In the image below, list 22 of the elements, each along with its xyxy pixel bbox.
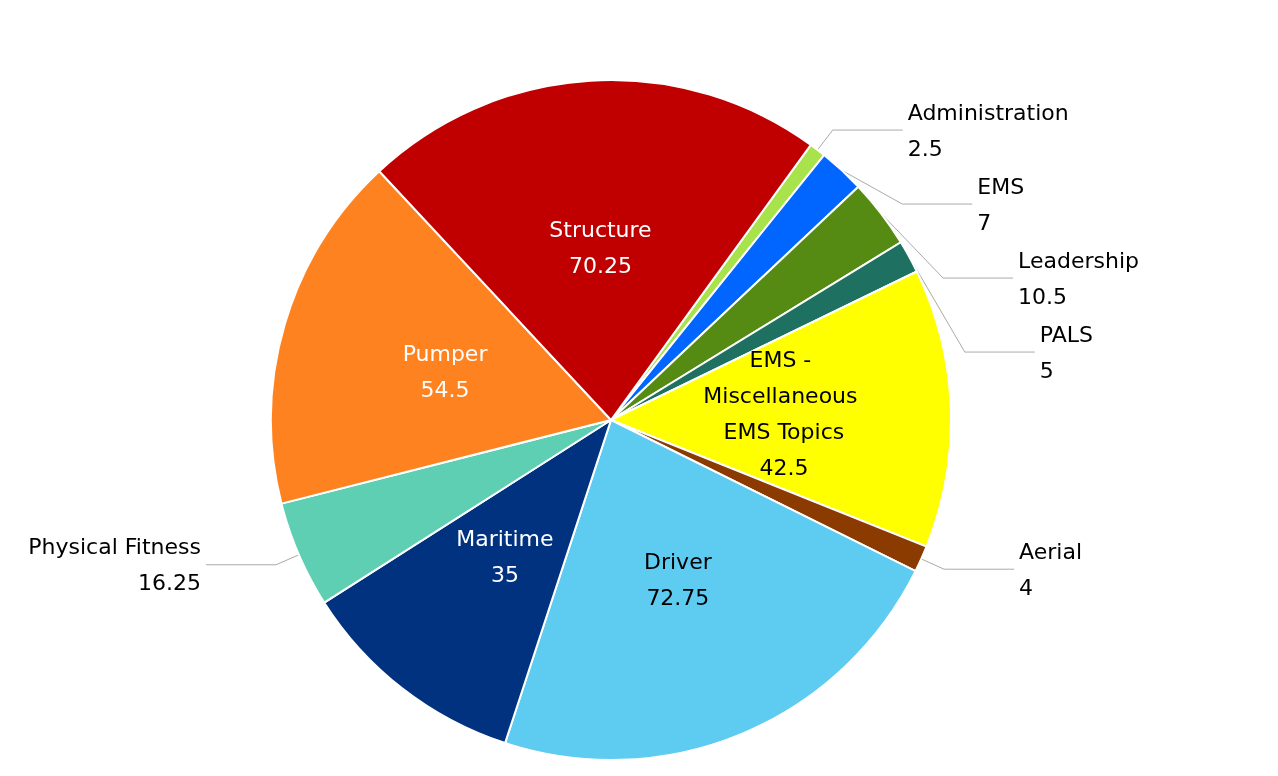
data-label: 4 <box>1019 574 1034 600</box>
data-label: 54.5 <box>420 376 470 402</box>
slice-label: PALS <box>1039 321 1093 347</box>
data-label: 10.5 <box>1018 283 1068 309</box>
slice-label: Leadership <box>1018 247 1139 273</box>
slice-label: EMS - Miscellaneous EMS Topics <box>703 347 865 445</box>
slice-label: Administration <box>907 99 1069 125</box>
slice-label: Pumper <box>402 340 489 366</box>
slice-label: Aerial <box>1019 538 1083 564</box>
slice-label: Maritime <box>456 526 554 552</box>
data-label: 2.5 <box>907 135 943 161</box>
data-label: 5 <box>1039 357 1054 383</box>
data-label: 16.25 <box>137 570 201 596</box>
data-label: 35 <box>490 562 519 588</box>
data-label: 7 <box>977 209 992 235</box>
data-label: 42.5 <box>759 455 809 481</box>
slice-label: Structure <box>549 216 652 242</box>
data-label: 70.25 <box>568 252 632 278</box>
slice-label: EMS <box>977 173 1025 199</box>
data-label: 72.75 <box>646 585 710 611</box>
slice-label: Physical Fitness <box>28 534 201 560</box>
slice-label: Driver <box>644 549 713 575</box>
